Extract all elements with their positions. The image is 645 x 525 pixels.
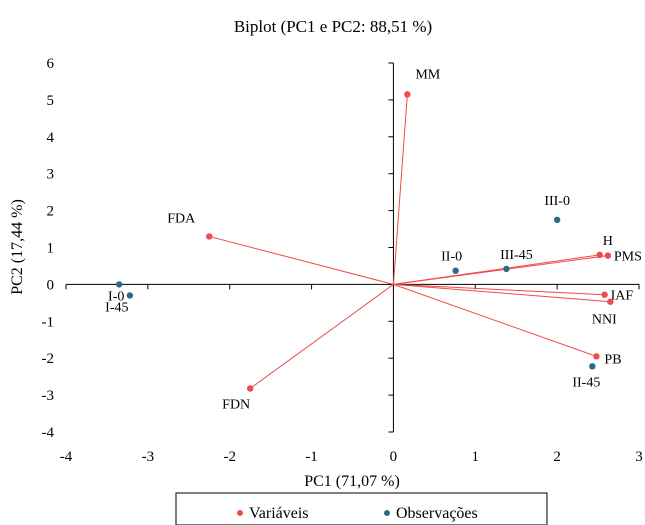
legend-marker-1	[384, 510, 390, 516]
point-ii-0	[452, 267, 459, 274]
x-tick-label: 1	[472, 449, 480, 465]
x-axis-label: PC1 (71,07 %)	[304, 473, 400, 490]
point-label-i-0: I-0	[108, 289, 124, 304]
vector-pms	[393, 255, 608, 285]
point-label-iii-45: III-45	[500, 248, 533, 263]
y-tick-label: 2	[47, 204, 55, 220]
point-iaf	[601, 291, 608, 298]
point-nni	[607, 298, 614, 305]
point-label-pb: PB	[604, 352, 621, 367]
legend-marker-0	[237, 510, 243, 516]
vector-nni	[393, 283, 611, 303]
point-label-ii-0: II-0	[441, 250, 462, 265]
y-tick-label: 6	[47, 56, 55, 72]
legend-box	[175, 492, 548, 525]
point-mm	[404, 91, 411, 98]
vector-fdn	[249, 283, 394, 389]
x-tick-label: 0	[390, 449, 398, 465]
x-tick-label: -3	[142, 449, 155, 465]
x-tick-label: -2	[223, 449, 236, 465]
point-iii-45	[503, 265, 510, 273]
point-pms	[604, 252, 612, 259]
y-tick-label: 1	[47, 241, 55, 257]
vector-pb	[393, 283, 597, 357]
point-label-mm: MM	[415, 67, 440, 82]
legend: Variáveis Observações	[175, 492, 548, 525]
y-tick-label: -4	[42, 425, 55, 441]
point-label-i-45: I-45	[105, 300, 128, 315]
y-tick-label: -1	[42, 314, 55, 330]
point-label-fdn: FDN	[222, 397, 250, 412]
point-label-iii-0: III-0	[544, 194, 570, 209]
point-i-45	[126, 292, 134, 299]
y-tick-label: 0	[47, 277, 55, 293]
point-fda	[206, 233, 213, 240]
x-tick-label: 3	[635, 449, 643, 465]
point-label-fda: FDA	[167, 211, 196, 226]
vector-iaf	[393, 283, 605, 296]
point-label-iaf: IAF	[611, 289, 634, 304]
point-label-pms: PMS	[614, 250, 642, 265]
point-ii-45	[589, 363, 596, 370]
legend-label-1: Observações	[396, 505, 478, 522]
point-label-h: H	[603, 234, 613, 249]
chart-title: Biplot (PC1 e PC2: 88,51 %)	[234, 17, 432, 36]
x-tick-label: -4	[60, 449, 73, 465]
legend-label-0: Variáveis	[249, 505, 309, 522]
vector-fda	[209, 235, 394, 285]
point-label-ii-45: II-45	[572, 375, 600, 390]
point-i-0	[116, 281, 123, 288]
vector-mm	[392, 94, 408, 285]
point-iii-0	[553, 216, 561, 224]
x-tick-label: 2	[553, 449, 561, 465]
y-axis-label: PC2 (17,44 %)	[9, 199, 26, 295]
y-tick-label: -2	[42, 351, 55, 367]
point-pb	[593, 353, 600, 360]
point-fdn	[246, 385, 254, 392]
point-h	[596, 251, 603, 259]
y-tick-label: 5	[47, 93, 55, 109]
x-tick-label: -1	[305, 449, 318, 465]
y-tick-label: 3	[47, 167, 55, 183]
y-tick-label: 4	[47, 130, 55, 146]
point-label-nni: NNI	[592, 313, 617, 328]
y-tick-label: -3	[42, 388, 55, 404]
